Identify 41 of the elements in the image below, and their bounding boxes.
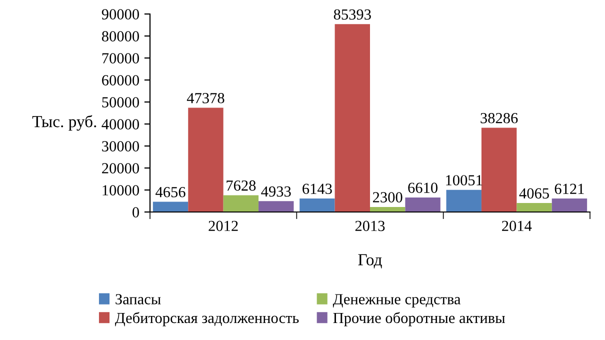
legend-label: Запасы bbox=[116, 294, 161, 304]
bar bbox=[516, 203, 552, 212]
y-tick-label: 60000 bbox=[102, 75, 139, 86]
y-tick-label: 0 bbox=[132, 207, 139, 218]
bar bbox=[258, 201, 294, 212]
y-tick-label: 70000 bbox=[102, 53, 139, 64]
x-tick-label: 2013 bbox=[355, 220, 385, 232]
y-tick-label: 90000 bbox=[102, 9, 139, 20]
legend-label: Прочие оборотные активы bbox=[333, 312, 505, 326]
y-tick-label: 10000 bbox=[102, 185, 139, 196]
x-tick-label: 2012 bbox=[208, 220, 238, 232]
data-label: 47378 bbox=[186, 92, 224, 104]
bar bbox=[223, 195, 259, 212]
y-tick-label: 50000 bbox=[102, 97, 139, 108]
y-tick-label: 20000 bbox=[102, 163, 139, 174]
legend-label: Денежные средства bbox=[332, 294, 461, 308]
data-label: 85393 bbox=[334, 9, 371, 20]
y-tick-label: 30000 bbox=[102, 141, 139, 152]
data-label: 7628 bbox=[226, 180, 256, 191]
bar bbox=[334, 24, 370, 212]
y-tick-label: 80000 bbox=[102, 31, 139, 42]
data-label: 4065 bbox=[519, 188, 549, 199]
bar bbox=[481, 128, 517, 212]
bar bbox=[405, 197, 440, 212]
bar bbox=[446, 190, 482, 212]
bar bbox=[188, 108, 224, 212]
data-label: 6121 bbox=[554, 184, 584, 194]
legend-label: Дебиторская задолженность bbox=[115, 312, 299, 326]
data-label: 6610 bbox=[408, 182, 438, 193]
data-label: 4656 bbox=[156, 186, 186, 198]
x-tick-label: 2014 bbox=[502, 220, 532, 232]
y-axis-title: Тыс. руб. bbox=[32, 115, 96, 131]
bar bbox=[152, 202, 188, 212]
data-label: 2300 bbox=[372, 192, 402, 202]
x-axis-title: Год bbox=[358, 254, 382, 268]
y-tick-label: 40000 bbox=[102, 119, 139, 130]
data-label: 4933 bbox=[261, 186, 291, 197]
bar bbox=[552, 198, 588, 212]
data-label: 6143 bbox=[302, 184, 332, 194]
data-label: 38286 bbox=[480, 112, 518, 124]
bar bbox=[300, 198, 335, 212]
